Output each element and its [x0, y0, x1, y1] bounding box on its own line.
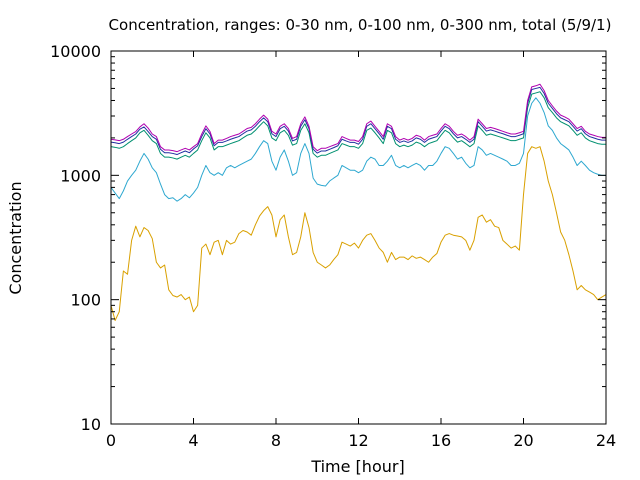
x-tick-label: 0: [106, 431, 116, 450]
tick-layer: 0 4 8 12 16 20 24 10 100 1000 10000: [50, 42, 616, 450]
series-line-3: [110, 91, 606, 160]
y-axis-label: Concentration: [6, 181, 25, 294]
series-line-1: [110, 146, 607, 321]
series-layer: [110, 83, 607, 321]
x-tick-label: 4: [188, 431, 198, 450]
x-tick-label: 8: [271, 431, 281, 450]
y-tick-label: 1000: [60, 166, 101, 185]
y-tick-label: 10000: [50, 42, 101, 61]
y-tick-label: 10: [81, 415, 101, 434]
x-tick-label: 16: [431, 431, 451, 450]
x-tick-label: 24: [596, 431, 616, 450]
x-axis-label: Time [hour]: [310, 457, 404, 476]
series-line-2: [110, 97, 606, 202]
x-tick-label: 20: [513, 431, 533, 450]
y-tick-label: 100: [70, 291, 101, 310]
series-line-5: [110, 83, 606, 153]
chart-title: Concentration, ranges: 0-30 nm, 0-100 nm…: [109, 16, 612, 34]
plot-frame: [110, 50, 607, 425]
series-line-4: [110, 86, 606, 156]
x-tick-label: 12: [348, 431, 368, 450]
